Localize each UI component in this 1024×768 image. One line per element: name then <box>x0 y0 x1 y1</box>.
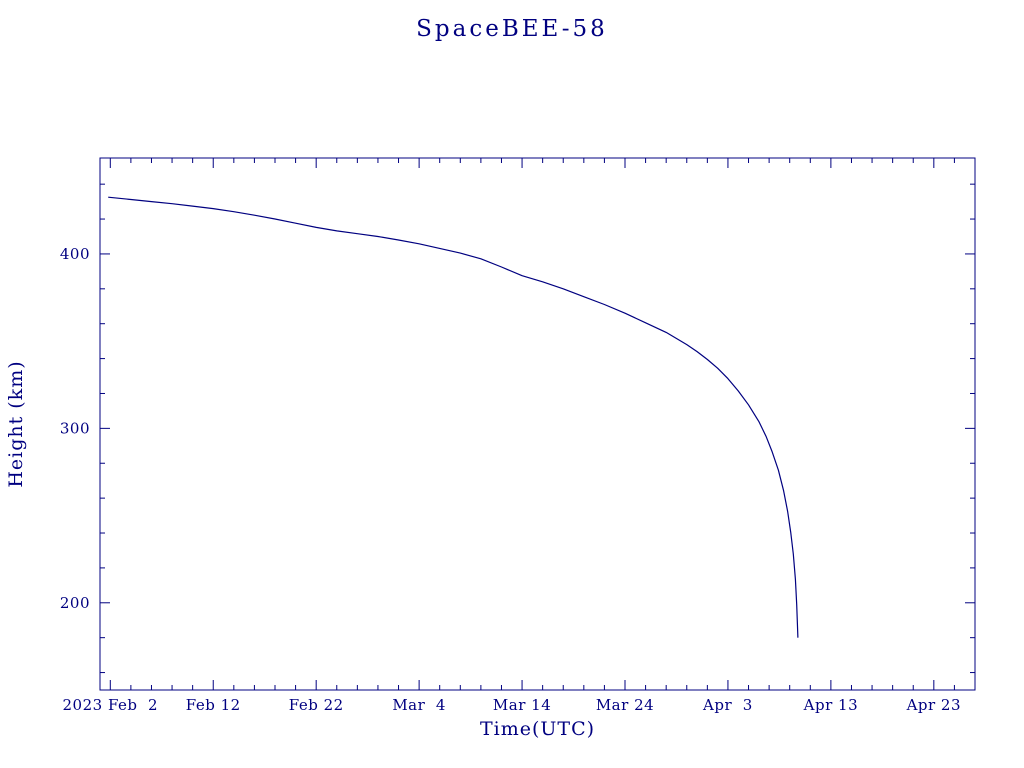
x-tick-label: Apr 13 <box>803 696 858 714</box>
y-tick-label: 400 <box>60 245 90 263</box>
x-tick-label: Feb 22 <box>289 696 344 714</box>
x-tick-label: Mar 24 <box>596 696 654 714</box>
chart-title: SpaceBEE-58 <box>416 16 608 42</box>
x-axis-label: Time(UTC) <box>479 718 596 740</box>
x-tick-label: Mar 4 <box>392 696 446 714</box>
y-tick-label: 200 <box>60 594 90 612</box>
x-tick-label: Apr 3 <box>702 696 753 714</box>
height-curve-line <box>108 196 799 638</box>
plot-frame <box>99 157 976 691</box>
plot-box <box>99 157 976 691</box>
x-tick-label: Apr 23 <box>906 696 961 714</box>
y-tick-label: 300 <box>60 419 90 437</box>
x-tick-label: Mar 14 <box>493 696 551 714</box>
plot-tick-labels: 2023 Feb 2 Feb 12 Feb 22 Mar 4 Mar 14 Mar 24 A… <box>60 245 961 714</box>
height-curve <box>108 196 799 638</box>
x-tick-label: 2023 Feb 2 <box>63 696 159 714</box>
x-tick-label: Feb 12 <box>186 696 241 714</box>
plot-ticks <box>100 158 976 690</box>
